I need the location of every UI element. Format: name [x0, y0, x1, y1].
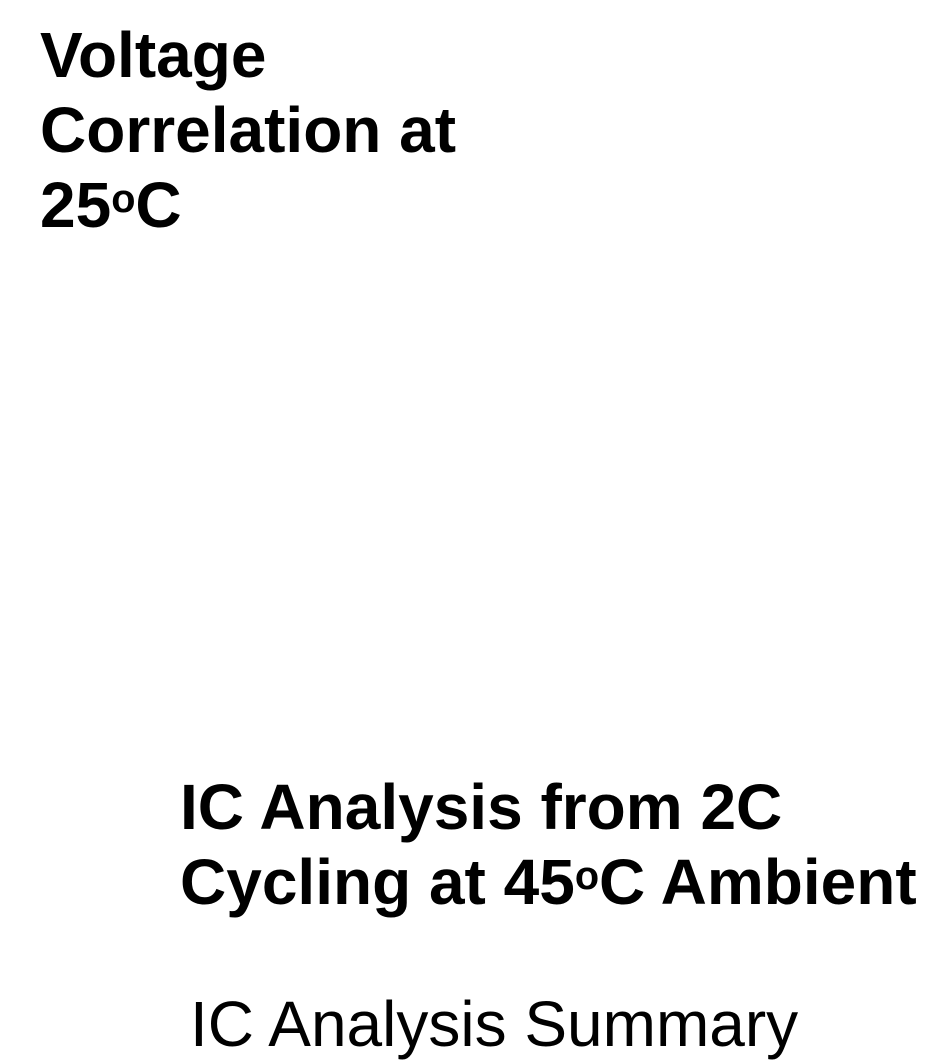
heading-text: IC Analysis from 2C Cycling at 45: [180, 771, 783, 918]
heading-text: Voltage Correlation at 25: [40, 19, 457, 241]
heading-text: C Ambient: [599, 846, 917, 918]
heading-text: C: [135, 169, 182, 241]
subtitle: IC Analysis Summary: [190, 988, 799, 1060]
superscript: o: [111, 176, 136, 221]
superscript: o: [574, 853, 600, 898]
heading: IC Analysis from 2C Cycling at 45oC Ambi…: [180, 770, 928, 920]
heading: Voltage Correlation at 25oC: [40, 18, 470, 243]
